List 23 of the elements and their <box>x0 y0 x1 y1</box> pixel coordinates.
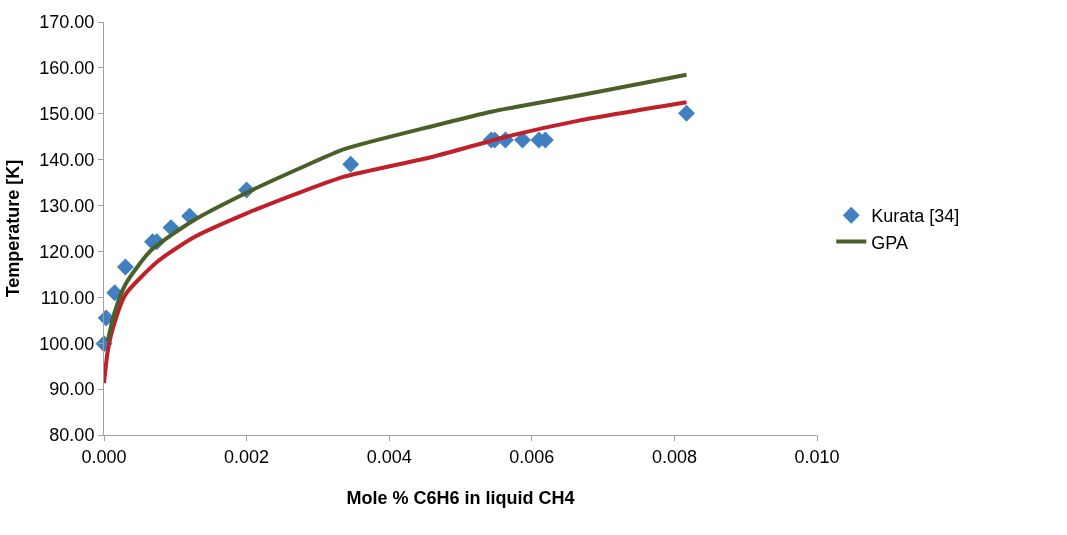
y-tick-label: 90.00 <box>49 379 95 400</box>
point <box>342 155 360 173</box>
y-tick-label: 150.00 <box>39 104 95 125</box>
y-tick-label: 130.00 <box>39 195 95 216</box>
y-tick-label: 110.00 <box>40 287 95 308</box>
x-axis-title: Mole % C6H6 in liquid CH4 <box>346 487 575 508</box>
y-tick-label: 140.00 <box>39 149 95 170</box>
legend-label: GPA <box>871 232 908 253</box>
x-tick-label: 0.002 <box>224 446 270 467</box>
x-tick-label: 0.010 <box>794 446 840 467</box>
x-tick-label: 0.000 <box>81 446 127 467</box>
y-axis-title: Temperature [K] <box>2 159 23 298</box>
legend-label: Kurata [34] <box>871 206 960 227</box>
point <box>116 258 134 276</box>
x-tick-label: 0.006 <box>509 446 555 467</box>
y-tick-label: 170.00 <box>39 12 95 33</box>
x-tick-label: 0.008 <box>651 446 697 467</box>
x-tick-label: 0.004 <box>366 446 412 467</box>
y-tick-label: 80.00 <box>49 425 95 446</box>
y-tick-label: 100.00 <box>39 333 95 354</box>
y-tick-label: 120.00 <box>39 241 95 262</box>
point <box>678 104 695 122</box>
y-tick-label: 160.00 <box>39 58 95 79</box>
